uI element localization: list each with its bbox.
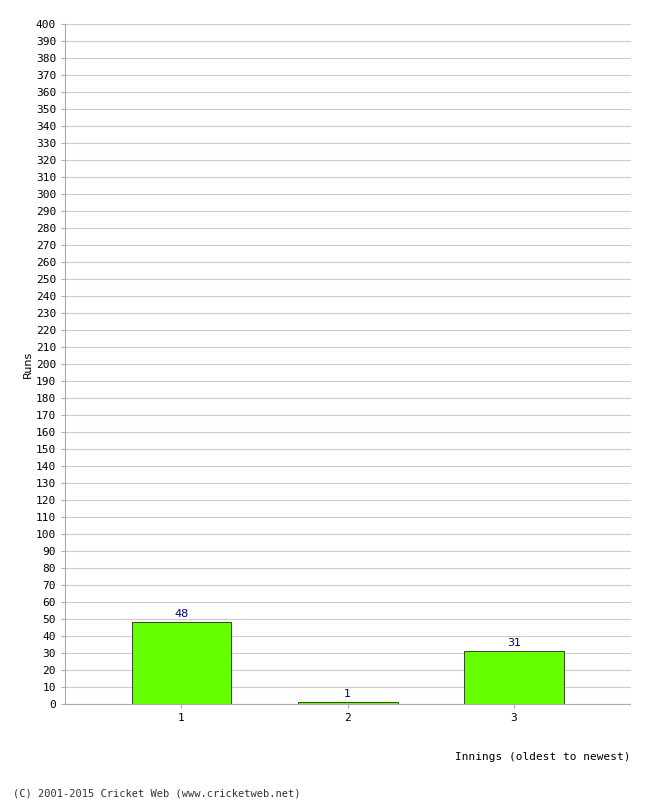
- Y-axis label: Runs: Runs: [23, 350, 33, 378]
- Text: (C) 2001-2015 Cricket Web (www.cricketweb.net): (C) 2001-2015 Cricket Web (www.cricketwe…: [13, 788, 300, 798]
- Bar: [298, 702, 398, 704]
- Bar: [131, 622, 231, 704]
- Text: 48: 48: [174, 609, 188, 619]
- Text: 1: 1: [344, 689, 351, 699]
- Text: 31: 31: [507, 638, 521, 648]
- Bar: [464, 651, 564, 704]
- Text: Innings (oldest to newest): Innings (oldest to newest): [455, 752, 630, 762]
